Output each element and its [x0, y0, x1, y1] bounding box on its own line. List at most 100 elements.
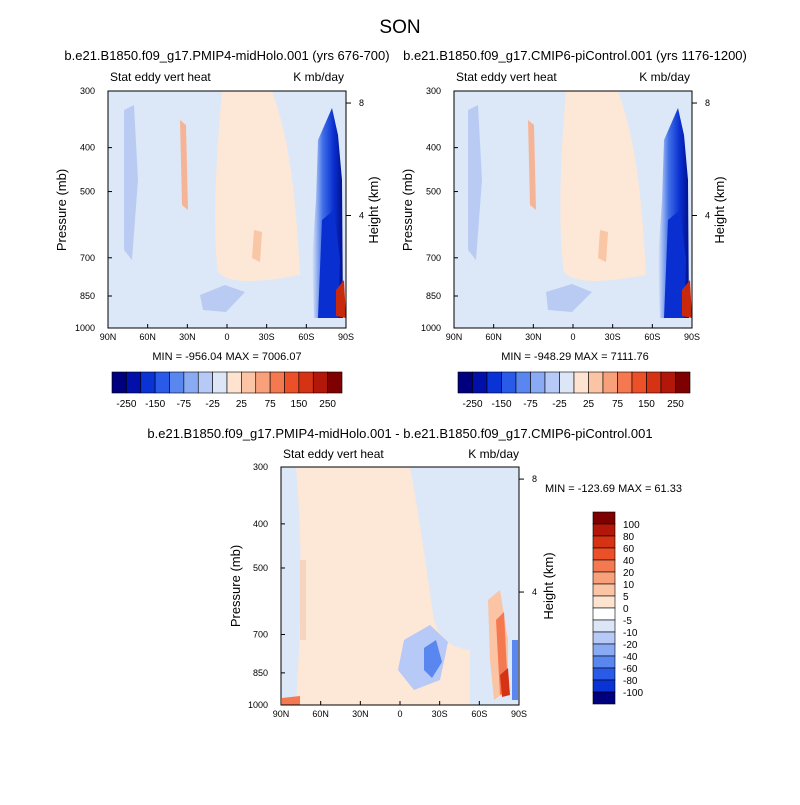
y-tick-label: 300: [426, 86, 441, 96]
colorbar: -250 -150 -75 -25 25 75 150 250: [457, 371, 691, 410]
colorbar-swatch: [592, 655, 616, 669]
x-tick-label: 30S: [259, 332, 275, 342]
colorbar-label: 60: [623, 544, 635, 555]
colorbar-swatch: [515, 371, 531, 394]
height-tick-label: 4: [359, 211, 364, 221]
colorbar-swatch: [544, 371, 560, 394]
x-axis-ticks: 90N 60N 30N 0 30S 60S 90S: [446, 324, 700, 342]
x-tick-label: 30N: [525, 332, 542, 342]
contour-field: [454, 91, 692, 328]
colorbar-swatch: [592, 559, 616, 573]
colorbar-swatch: [530, 371, 546, 394]
colorbar-swatch: [312, 371, 328, 394]
x-tick-label: 60N: [485, 332, 502, 342]
height-tick-label: 8: [359, 98, 364, 108]
y-tick-label: 1000: [421, 323, 441, 333]
colorbar-swatch: [183, 371, 199, 394]
page-title: SON: [379, 17, 420, 38]
colorbar-swatch: [212, 371, 228, 394]
x-tick-label: 90N: [100, 332, 117, 342]
colorbar-label: -150: [145, 399, 165, 410]
y-tick-label: 1000: [75, 323, 95, 333]
height-tick-label: 8: [532, 474, 537, 484]
colorbar-swatch: [140, 371, 156, 394]
colorbar-label: 150: [638, 399, 655, 410]
panel-title: b.e21.B1850.f09_g17.CMIP6-piControl.001 …: [403, 48, 747, 63]
colorbar-label: 100: [623, 520, 640, 531]
y-tick-label: 700: [80, 253, 95, 263]
y-tick-label: 300: [80, 86, 95, 96]
colorbar-swatch: [559, 371, 575, 394]
colorbar-label: -150: [491, 399, 511, 410]
x-tick-label: 30N: [179, 332, 196, 342]
colorbar-label: -25: [205, 399, 220, 410]
colorbar-label: -5: [623, 616, 632, 627]
y-tick-label: 850: [253, 668, 268, 678]
colorbar-swatch: [284, 371, 300, 394]
colorbar-label: -40: [623, 652, 638, 663]
colorbar-label: 75: [612, 399, 624, 410]
colorbar-swatch: [111, 371, 127, 394]
x-tick-label: 0: [397, 709, 402, 719]
y-axis-label: Pressure (mb): [400, 169, 415, 251]
panel-difference: b.e21.B1850.f09_g17.PMIP4-midHolo.001 - …: [147, 426, 682, 719]
y-tick-label: 700: [253, 629, 268, 639]
colorbar-swatch: [646, 371, 662, 394]
colorbar-label: 250: [667, 399, 684, 410]
colorbar-label: -60: [623, 664, 638, 675]
min-max-stats: MIN = -948.29 MAX = 7111.76: [501, 351, 649, 363]
variable-label: Stat eddy vert heat: [110, 70, 211, 84]
colorbar-label: -10: [623, 628, 638, 639]
colorbar: -250 -150 -75 -25 25 75 150 250: [111, 371, 343, 410]
colorbar-label: 25: [583, 399, 595, 410]
colorbar-label: 250: [319, 399, 336, 410]
colorbar-swatch: [573, 371, 589, 394]
x-tick-label: 60S: [644, 332, 660, 342]
colorbar-swatch: [592, 571, 616, 585]
colorbar-swatch: [327, 371, 343, 394]
colorbar-swatch: [592, 691, 616, 705]
colorbar-label: -20: [623, 640, 638, 651]
y-axis-label: Pressure (mb): [228, 545, 243, 627]
x-tick-label: 60N: [312, 709, 329, 719]
y-axis-ticks: 300 400 500 700 850 1000: [75, 86, 112, 333]
x-tick-label: 30S: [605, 332, 621, 342]
colorbar-swatch: [298, 371, 314, 394]
colorbar-swatch: [588, 371, 604, 394]
y-tick-label: 300: [253, 462, 268, 472]
panel-picontrol: b.e21.B1850.f09_g17.CMIP6-piControl.001 …: [400, 48, 747, 410]
colorbar-swatch: [472, 371, 488, 394]
min-max-stats: MIN = -123.69 MAX = 61.33: [545, 483, 682, 495]
y-tick-label: 500: [80, 187, 95, 197]
y-tick-label: 850: [80, 291, 95, 301]
x-tick-label: 60S: [298, 332, 314, 342]
colorbar-label: -75: [177, 399, 192, 410]
colorbar-label: -250: [462, 399, 482, 410]
colorbar-label: -25: [552, 399, 567, 410]
colorbar-label: -100: [623, 688, 643, 699]
panel-midholo: b.e21.B1850.f09_g17.PMIP4-midHolo.001 (y…: [54, 48, 390, 410]
colorbar-swatch: [486, 371, 502, 394]
y-axis-ticks: 300 400 500 700 850 1000: [248, 462, 285, 710]
colorbar-swatch: [226, 371, 242, 394]
y-tick-label: 400: [426, 143, 441, 153]
y-tick-label: 700: [426, 253, 441, 263]
colorbar-label: 75: [265, 399, 277, 410]
y-axis-label: Pressure (mb): [54, 169, 69, 251]
colorbar-swatch: [592, 607, 616, 621]
colorbar-swatch: [592, 643, 616, 657]
colorbar-swatch: [126, 371, 142, 394]
colorbar-swatch: [675, 371, 691, 394]
colorbar-swatch: [592, 535, 616, 549]
height-axis-label: Height (km): [366, 176, 381, 243]
contour-field: [281, 467, 519, 705]
y-axis-ticks: 300 400 500 700 850 1000: [421, 86, 458, 333]
colorbar-swatch: [592, 547, 616, 561]
y-tick-label: 850: [426, 291, 441, 301]
colorbar-label: -250: [116, 399, 136, 410]
panel-title: b.e21.B1850.f09_g17.PMIP4-midHolo.001 (y…: [64, 48, 389, 63]
y-tick-label: 500: [426, 187, 441, 197]
variable-label: Stat eddy vert heat: [283, 447, 384, 461]
